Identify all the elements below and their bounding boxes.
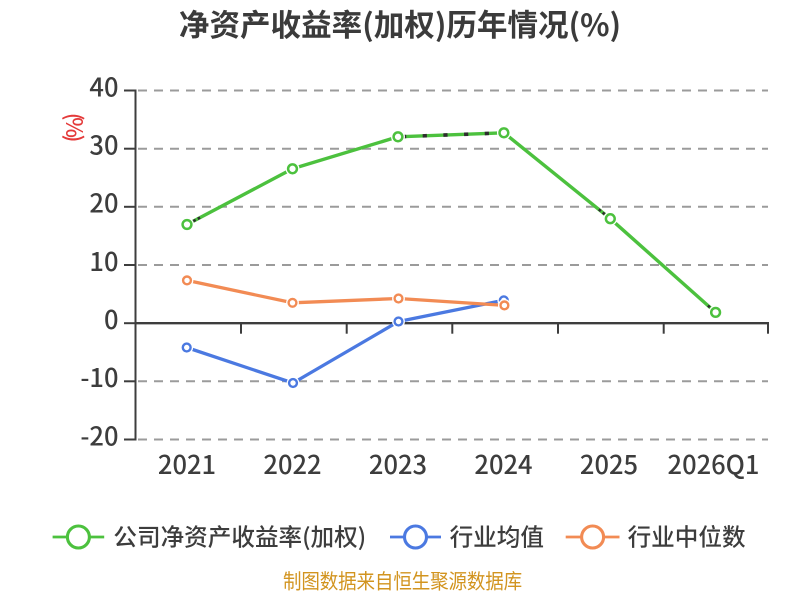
svg-text:2021: 2021 [158,445,216,482]
svg-text:制图数据来自恒生聚源数据库: 制图数据来自恒生聚源数据库 [283,564,522,594]
svg-text:30: 30 [89,126,118,163]
svg-text:行业中位数: 行业中位数 [628,519,746,553]
svg-text:(%): (%) [60,113,92,141]
svg-text:2025: 2025 [580,445,638,482]
svg-text:2026Q1: 2026Q1 [668,445,760,482]
svg-text:2024: 2024 [474,445,532,482]
svg-text:10: 10 [89,242,118,279]
svg-text:公司净资产收益率(加权): 公司净资产收益率(加权) [113,519,366,553]
svg-text:2022: 2022 [263,445,321,482]
svg-text:-10: -10 [80,358,118,395]
svg-text:-20: -20 [80,416,118,453]
svg-text:净资产收益率(加权)历年情况(%): 净资产收益率(加权)历年情况(%) [179,1,621,45]
svg-text:0: 0 [104,300,119,337]
svg-text:20: 20 [89,184,118,221]
svg-text:2023: 2023 [369,445,427,482]
svg-text:40: 40 [89,67,118,104]
svg-text:行业均值: 行业均值 [450,519,544,553]
